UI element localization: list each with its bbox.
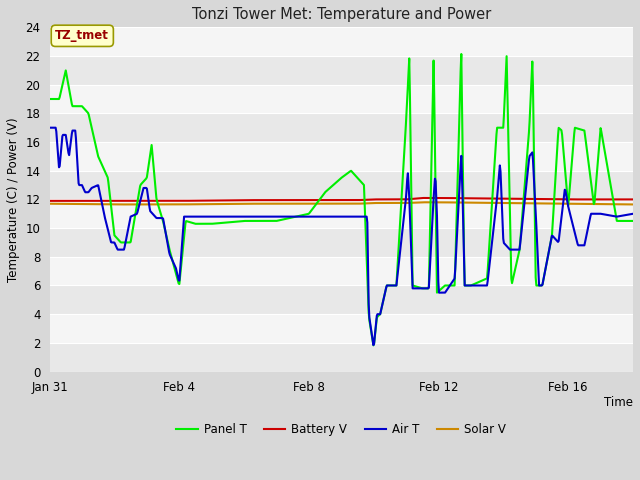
- Panel T: [289, 215, 297, 220]
- Solar V: [111, 202, 118, 207]
- Air T: [258, 214, 266, 219]
- X-axis label: Time: Time: [604, 396, 633, 409]
- Battery V: [376, 196, 384, 202]
- Bar: [49, 142, 633, 171]
- Legend: Panel T, Battery V, Air T, Solar V: Panel T, Battery V, Air T, Solar V: [172, 419, 511, 441]
- Solar V: [184, 202, 191, 207]
- Panel T: [45, 96, 53, 102]
- Solar V: [259, 201, 266, 206]
- Battery V: [629, 196, 637, 202]
- Battery V: [67, 198, 74, 204]
- Bar: [49, 27, 633, 56]
- Panel T: [377, 309, 385, 314]
- Solar V: [518, 200, 526, 206]
- Solar V: [45, 201, 53, 206]
- Air T: [629, 211, 637, 216]
- Panel T: [67, 94, 74, 99]
- Bar: [49, 286, 633, 314]
- Panel T: [518, 215, 526, 220]
- Bar: [49, 257, 633, 286]
- Bar: [49, 56, 633, 84]
- Air T: [67, 142, 74, 147]
- Solar V: [377, 200, 385, 206]
- Bar: [49, 113, 633, 142]
- Battery V: [183, 198, 191, 204]
- Solar V: [629, 202, 637, 207]
- Panel T: [258, 218, 266, 224]
- Air T: [289, 214, 297, 219]
- Battery V: [518, 196, 525, 202]
- Panel T: [369, 342, 377, 348]
- Bar: [49, 84, 633, 113]
- Bar: [49, 343, 633, 372]
- Battery V: [45, 198, 53, 204]
- Panel T: [183, 218, 191, 224]
- Battery V: [289, 197, 297, 203]
- Panel T: [629, 218, 637, 224]
- Line: Panel T: Panel T: [49, 54, 633, 345]
- Bar: [49, 314, 633, 343]
- Panel T: [458, 51, 465, 57]
- Battery V: [419, 195, 427, 201]
- Line: Solar V: Solar V: [49, 202, 633, 204]
- Line: Air T: Air T: [49, 128, 633, 345]
- Title: Tonzi Tower Met: Temperature and Power: Tonzi Tower Met: Temperature and Power: [191, 7, 491, 22]
- Bar: [49, 228, 633, 257]
- Bar: [49, 199, 633, 228]
- Text: TZ_tmet: TZ_tmet: [56, 29, 109, 42]
- Solar V: [290, 201, 298, 206]
- Solar V: [67, 201, 74, 207]
- Y-axis label: Temperature (C) / Power (V): Temperature (C) / Power (V): [7, 117, 20, 282]
- Air T: [183, 214, 191, 219]
- Air T: [518, 228, 525, 234]
- Air T: [377, 309, 385, 314]
- Line: Battery V: Battery V: [49, 198, 633, 201]
- Battery V: [258, 197, 266, 203]
- Bar: [49, 171, 633, 199]
- Air T: [45, 125, 53, 131]
- Solar V: [419, 199, 427, 205]
- Air T: [369, 342, 377, 348]
